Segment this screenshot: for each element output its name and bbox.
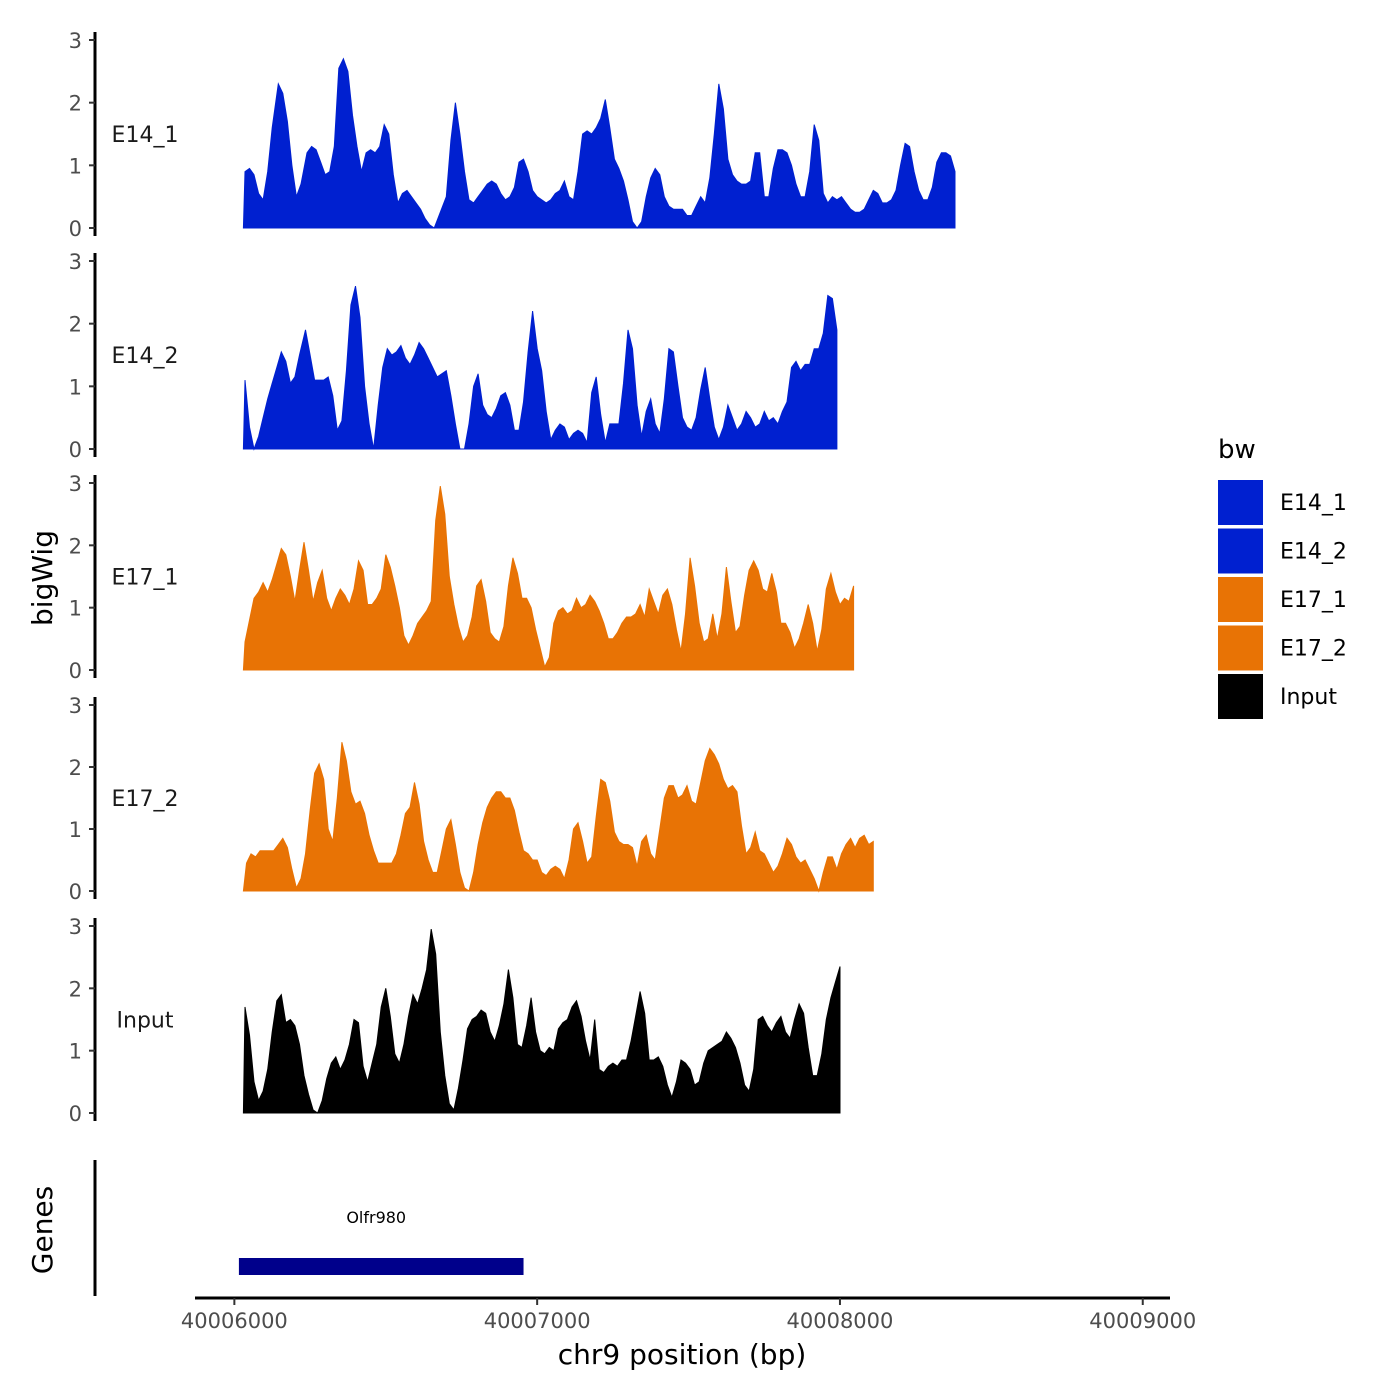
gene-body <box>238 1258 524 1275</box>
x-tick-label: 40007000 <box>484 1309 591 1333</box>
y-tick-label: 2 <box>69 313 82 337</box>
track-e14-1: 0 1 2 3 E14_1 <box>69 29 956 241</box>
y-tick-label: 2 <box>69 92 82 116</box>
y-tick-label: 0 <box>69 217 82 241</box>
y-tick-label: 3 <box>69 694 82 718</box>
genes-axis-title: Genes <box>26 1186 59 1274</box>
legend-swatch <box>1218 577 1263 622</box>
track-e17-2: 0 1 2 3 E17_2 <box>69 694 874 904</box>
legend-label: E14_1 <box>1280 491 1347 516</box>
y-tick-label: 0 <box>69 880 82 904</box>
y-tick-label: 3 <box>69 29 82 53</box>
gene-panel: Olfr980 <box>93 1160 524 1296</box>
track-label: E17_1 <box>112 566 179 591</box>
x-tick-label: 40008000 <box>787 1309 894 1333</box>
gene-label: Olfr980 <box>346 1208 406 1227</box>
x-axis: 40006000 40007000 40008000 40009000 <box>181 1296 1196 1333</box>
legend-entry-e14-2: E14_2 <box>1218 528 1347 574</box>
x-tick-label: 40006000 <box>181 1309 288 1333</box>
y-axis-title: bigWig <box>26 530 59 626</box>
track-input: 0 1 2 3 Input <box>69 915 841 1126</box>
tracks-layer: 0 1 2 3 E14_1 0 1 2 3 E14_2 0 1 2 3 E17_1 0 1 2 3 E17_2 0 1 2 3… <box>69 29 956 1126</box>
y-tick-label: 0 <box>69 1102 82 1126</box>
legend-entry-e17-2: E17_2 <box>1218 625 1347 671</box>
track-e17-1: 0 1 2 3 E17_1 <box>69 472 855 683</box>
legend-title: bw <box>1218 435 1256 465</box>
y-tick-label: 2 <box>69 756 82 780</box>
track-label: E14_2 <box>112 344 179 369</box>
y-tick-label: 3 <box>69 250 82 274</box>
x-tick-label: 40009000 <box>1089 1309 1196 1333</box>
y-tick-label: 0 <box>69 659 82 683</box>
legend-swatch <box>1218 625 1263 671</box>
coverage-area <box>242 742 874 893</box>
y-tick-label: 1 <box>69 1040 82 1064</box>
gene-olfr980: Olfr980 <box>238 1208 524 1275</box>
legend-swatch <box>1218 528 1263 574</box>
legend: bw E14_1 E14_2 E17_1 E17_2 Input <box>1218 435 1347 719</box>
y-tick-label: 1 <box>69 818 82 842</box>
track-label: E17_2 <box>112 787 179 812</box>
coverage-area <box>242 929 841 1114</box>
coverage-area <box>242 486 855 671</box>
legend-swatch <box>1218 480 1263 525</box>
legend-label: E14_2 <box>1280 540 1347 565</box>
y-tick-label: 2 <box>69 977 82 1001</box>
legend-label: Input <box>1280 685 1337 710</box>
legend-entry-input: Input <box>1218 674 1337 719</box>
x-axis-title: chr9 position (bp) <box>558 1338 807 1371</box>
y-tick-label: 1 <box>69 154 82 178</box>
legend-swatch <box>1218 674 1263 719</box>
legend-label: E17_2 <box>1280 637 1347 662</box>
track-label: Input <box>117 1009 174 1034</box>
y-tick-label: 0 <box>69 438 82 462</box>
coverage-area <box>242 57 956 229</box>
y-tick-label: 1 <box>69 597 82 621</box>
track-label: E14_1 <box>112 123 179 148</box>
y-tick-label: 1 <box>69 375 82 399</box>
y-tick-label: 3 <box>69 472 82 496</box>
y-tick-label: 2 <box>69 534 82 558</box>
y-tick-label: 3 <box>69 915 82 939</box>
legend-label: E17_1 <box>1280 588 1347 613</box>
track-e14-2: 0 1 2 3 E14_2 <box>69 250 838 462</box>
legend-entry-e14-1: E14_1 <box>1218 480 1347 525</box>
legend-entry-e17-1: E17_1 <box>1218 577 1347 622</box>
coverage-area <box>242 285 838 451</box>
